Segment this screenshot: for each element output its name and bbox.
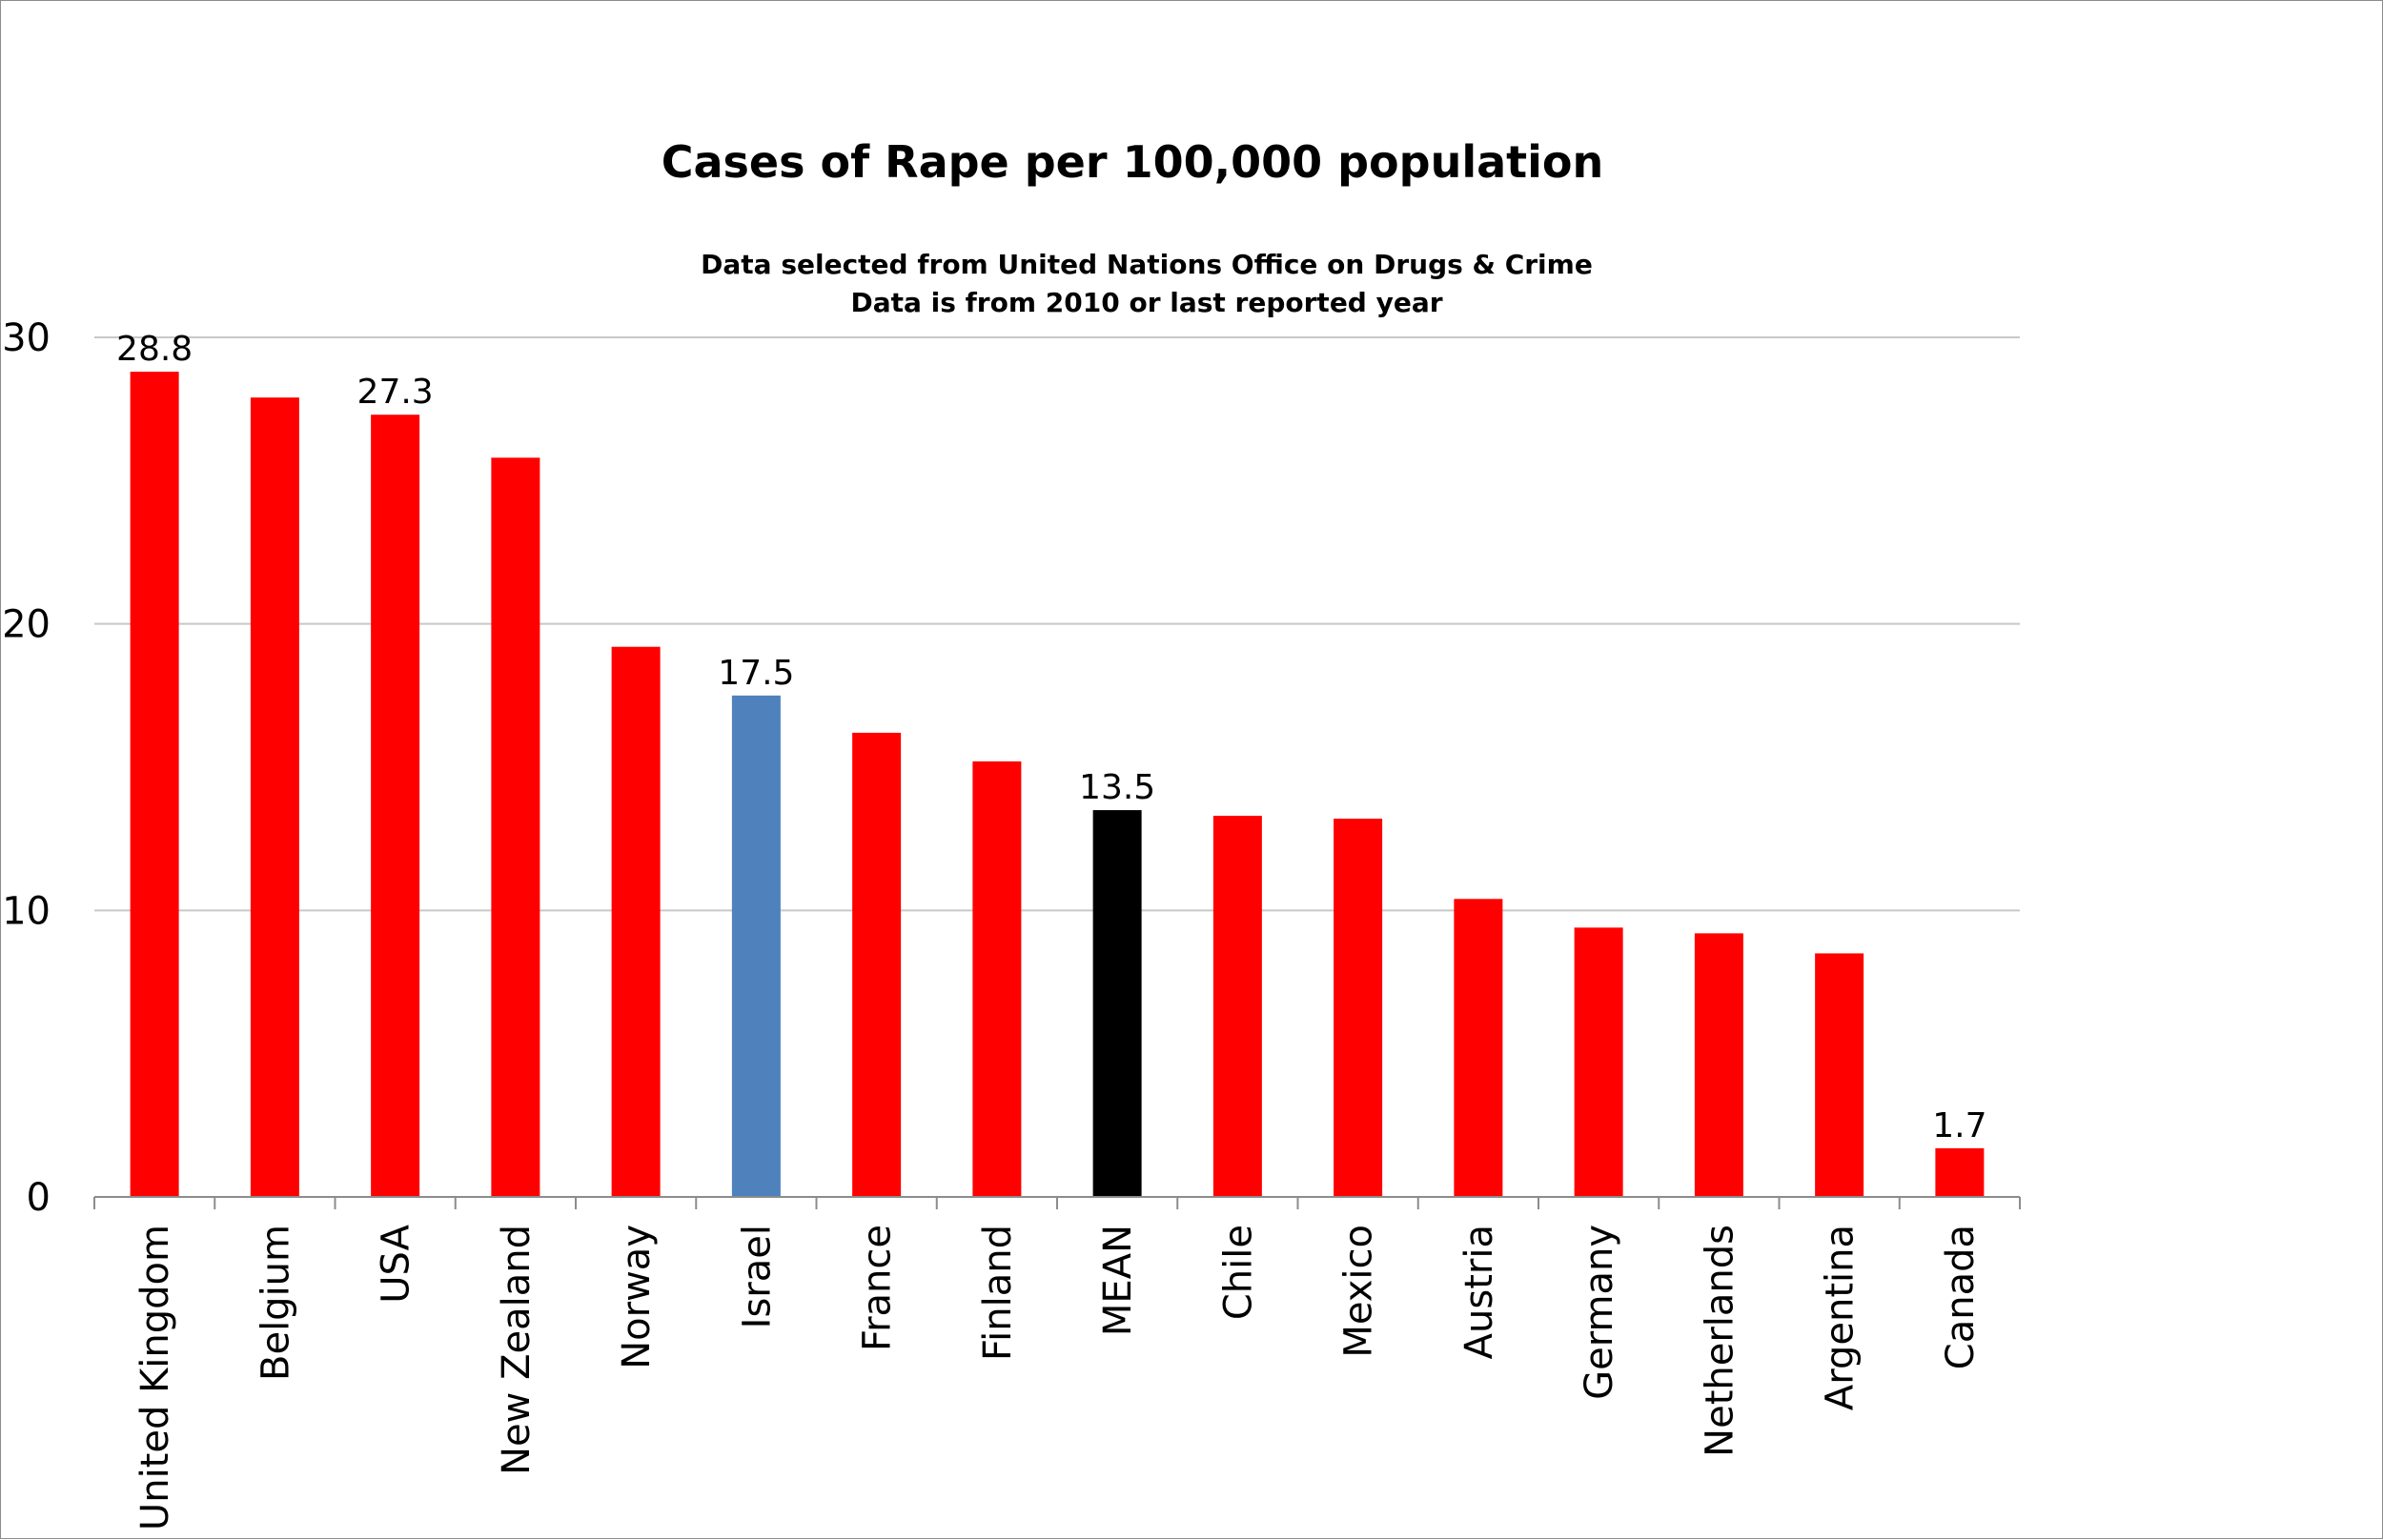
- chart-subtitle-line-2: Data is from 2010 or last reported year: [850, 287, 1442, 318]
- bar-finland: [972, 760, 1022, 1197]
- y-tick-label-0: 0: [27, 1176, 51, 1220]
- bar-belgium: [250, 397, 299, 1197]
- x-tick-label-canada: Canada: [1939, 1225, 1983, 1369]
- chart-subtitle-line-1: Data selected from United Nations Office…: [701, 249, 1593, 280]
- bar-israel: [731, 695, 781, 1197]
- x-tick-label-united-kingdom: United Kingdom: [133, 1225, 177, 1530]
- bar-austria: [1454, 899, 1503, 1197]
- bar-norway: [611, 646, 661, 1197]
- data-label-israel: 17.5: [718, 654, 794, 693]
- y-tick-label-30: 30: [2, 316, 51, 360]
- data-label-canada: 1.7: [1932, 1106, 1986, 1145]
- bar-mean: [1092, 810, 1142, 1197]
- bar-canada: [1935, 1147, 1985, 1197]
- x-tick-label-chile: Chile: [1216, 1225, 1260, 1320]
- bar-usa: [371, 415, 420, 1197]
- x-tick-label-usa: USA: [375, 1224, 418, 1303]
- data-label-mean: 13.5: [1079, 768, 1155, 807]
- x-tick-label-germany: Germany: [1578, 1225, 1621, 1400]
- data-label-usa: 27.3: [357, 373, 434, 412]
- x-tick-label-france: France: [856, 1225, 900, 1351]
- y-tick-label-20: 20: [2, 603, 51, 647]
- bar-france: [852, 732, 902, 1197]
- x-tick-label-mean: MEAN: [1096, 1225, 1140, 1336]
- bar-united-kingdom: [130, 372, 179, 1198]
- x-axis: United Kingdom Belgium USA New Zealand Norwa…: [93, 1196, 2021, 1530]
- x-tick-label-austria: Austria: [1457, 1225, 1501, 1359]
- bar-argentina: [1815, 953, 1864, 1197]
- bar-germany: [1574, 927, 1623, 1197]
- data-label-united-kingdom: 28.8: [116, 330, 193, 369]
- x-tick-label-israel: Israel: [735, 1225, 779, 1328]
- x-tick-label-belgium: Belgium: [254, 1225, 297, 1381]
- chart-title: Cases of Rape per 100,000 population: [662, 136, 1603, 188]
- x-tick-label-netherlands: Netherlands: [1698, 1225, 1741, 1457]
- x-tick-label-argentina: Argentina: [1819, 1225, 1863, 1410]
- bar-netherlands: [1694, 933, 1743, 1197]
- bar-chile: [1212, 816, 1262, 1197]
- bar-mexico: [1334, 819, 1383, 1197]
- y-axis: 0 10 20 30: [2, 316, 51, 1220]
- bar-new-zealand: [491, 457, 540, 1197]
- x-tick-label-mexico: Mexico: [1337, 1225, 1381, 1358]
- x-tick-label-norway: Norway: [615, 1225, 659, 1369]
- x-tick-label-new-zealand: New Zealand: [495, 1225, 539, 1475]
- x-tick-label-finland: Finland: [976, 1225, 1020, 1361]
- y-tick-label-10: 10: [2, 889, 51, 933]
- bars: 28.8 27.3 17.5 13.5 1.7: [116, 330, 1987, 1198]
